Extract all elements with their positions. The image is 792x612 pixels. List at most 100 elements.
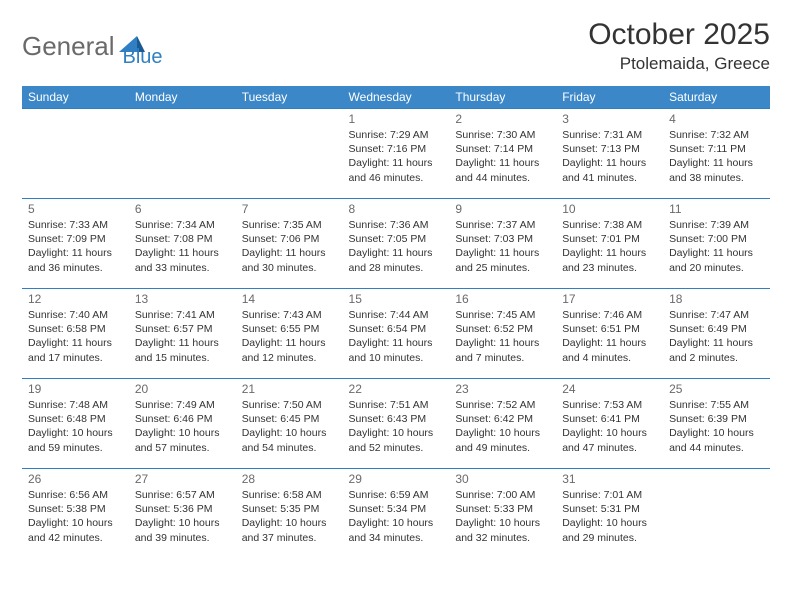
day-cell: 27Sunrise: 6:57 AMSunset: 5:36 PMDayligh… — [129, 469, 236, 559]
day-cell: 2Sunrise: 7:30 AMSunset: 7:14 PMDaylight… — [449, 109, 556, 199]
day-cell-empty — [236, 109, 343, 199]
sunrise-line: Sunrise: 7:34 AM — [135, 218, 230, 232]
day-cell: 14Sunrise: 7:43 AMSunset: 6:55 PMDayligh… — [236, 289, 343, 379]
logo: General Blue — [22, 24, 163, 69]
sunrise-line: Sunrise: 7:49 AM — [135, 398, 230, 412]
day-cell: 25Sunrise: 7:55 AMSunset: 6:39 PMDayligh… — [663, 379, 770, 469]
sunrise-line: Sunrise: 7:35 AM — [242, 218, 337, 232]
sunset-line: Sunset: 7:08 PM — [135, 232, 230, 246]
day-cell: 15Sunrise: 7:44 AMSunset: 6:54 PMDayligh… — [343, 289, 450, 379]
week-row: 26Sunrise: 6:56 AMSunset: 5:38 PMDayligh… — [22, 469, 770, 559]
daylight-line: Daylight: 10 hours and 57 minutes. — [135, 426, 230, 454]
sunset-line: Sunset: 7:16 PM — [349, 142, 444, 156]
daylight-line: Daylight: 10 hours and 37 minutes. — [242, 516, 337, 544]
sunrise-line: Sunrise: 7:52 AM — [455, 398, 550, 412]
day-header-wednesday: Wednesday — [343, 86, 450, 109]
day-cell: 7Sunrise: 7:35 AMSunset: 7:06 PMDaylight… — [236, 199, 343, 289]
sunset-line: Sunset: 5:33 PM — [455, 502, 550, 516]
daylight-line: Daylight: 11 hours and 23 minutes. — [562, 246, 657, 274]
sunset-line: Sunset: 6:49 PM — [669, 322, 764, 336]
day-info: Sunrise: 6:59 AMSunset: 5:34 PMDaylight:… — [349, 488, 444, 545]
daylight-line: Daylight: 10 hours and 34 minutes. — [349, 516, 444, 544]
day-cell: 30Sunrise: 7:00 AMSunset: 5:33 PMDayligh… — [449, 469, 556, 559]
day-info: Sunrise: 7:48 AMSunset: 6:48 PMDaylight:… — [28, 398, 123, 455]
day-info: Sunrise: 7:46 AMSunset: 6:51 PMDaylight:… — [562, 308, 657, 365]
day-info: Sunrise: 7:45 AMSunset: 6:52 PMDaylight:… — [455, 308, 550, 365]
sunset-line: Sunset: 6:51 PM — [562, 322, 657, 336]
day-cell: 11Sunrise: 7:39 AMSunset: 7:00 PMDayligh… — [663, 199, 770, 289]
sunset-line: Sunset: 5:31 PM — [562, 502, 657, 516]
sunrise-line: Sunrise: 7:38 AM — [562, 218, 657, 232]
sunset-line: Sunset: 6:48 PM — [28, 412, 123, 426]
sunset-line: Sunset: 7:09 PM — [28, 232, 123, 246]
day-cell-empty — [22, 109, 129, 199]
sunset-line: Sunset: 6:43 PM — [349, 412, 444, 426]
day-info: Sunrise: 7:55 AMSunset: 6:39 PMDaylight:… — [669, 398, 764, 455]
daylight-line: Daylight: 11 hours and 7 minutes. — [455, 336, 550, 364]
day-info: Sunrise: 7:43 AMSunset: 6:55 PMDaylight:… — [242, 308, 337, 365]
day-cell: 3Sunrise: 7:31 AMSunset: 7:13 PMDaylight… — [556, 109, 663, 199]
sunrise-line: Sunrise: 7:47 AM — [669, 308, 764, 322]
day-info: Sunrise: 7:36 AMSunset: 7:05 PMDaylight:… — [349, 218, 444, 275]
sunrise-line: Sunrise: 7:31 AM — [562, 128, 657, 142]
day-cell: 17Sunrise: 7:46 AMSunset: 6:51 PMDayligh… — [556, 289, 663, 379]
day-number: 21 — [242, 382, 337, 396]
day-info: Sunrise: 7:52 AMSunset: 6:42 PMDaylight:… — [455, 398, 550, 455]
day-header-friday: Friday — [556, 86, 663, 109]
daylight-line: Daylight: 11 hours and 44 minutes. — [455, 156, 550, 184]
day-header-thursday: Thursday — [449, 86, 556, 109]
sunset-line: Sunset: 7:06 PM — [242, 232, 337, 246]
daylight-line: Daylight: 11 hours and 12 minutes. — [242, 336, 337, 364]
logo-text-blue: Blue — [123, 46, 163, 69]
day-cell-empty — [129, 109, 236, 199]
sunset-line: Sunset: 6:54 PM — [349, 322, 444, 336]
sunrise-line: Sunrise: 7:01 AM — [562, 488, 657, 502]
logo-text-general: General — [22, 31, 115, 62]
day-cell: 5Sunrise: 7:33 AMSunset: 7:09 PMDaylight… — [22, 199, 129, 289]
daylight-line: Daylight: 10 hours and 59 minutes. — [28, 426, 123, 454]
daylight-line: Daylight: 11 hours and 4 minutes. — [562, 336, 657, 364]
sunrise-line: Sunrise: 7:44 AM — [349, 308, 444, 322]
sunset-line: Sunset: 6:55 PM — [242, 322, 337, 336]
day-info: Sunrise: 7:50 AMSunset: 6:45 PMDaylight:… — [242, 398, 337, 455]
day-number: 30 — [455, 472, 550, 486]
day-number: 24 — [562, 382, 657, 396]
day-info: Sunrise: 7:29 AMSunset: 7:16 PMDaylight:… — [349, 128, 444, 185]
daylight-line: Daylight: 11 hours and 15 minutes. — [135, 336, 230, 364]
daylight-line: Daylight: 10 hours and 54 minutes. — [242, 426, 337, 454]
sunrise-line: Sunrise: 7:39 AM — [669, 218, 764, 232]
day-cell: 12Sunrise: 7:40 AMSunset: 6:58 PMDayligh… — [22, 289, 129, 379]
sunrise-line: Sunrise: 7:40 AM — [28, 308, 123, 322]
daylight-line: Daylight: 11 hours and 46 minutes. — [349, 156, 444, 184]
day-info: Sunrise: 7:44 AMSunset: 6:54 PMDaylight:… — [349, 308, 444, 365]
day-number: 29 — [349, 472, 444, 486]
week-row: 12Sunrise: 7:40 AMSunset: 6:58 PMDayligh… — [22, 289, 770, 379]
sunrise-line: Sunrise: 6:57 AM — [135, 488, 230, 502]
day-cell: 18Sunrise: 7:47 AMSunset: 6:49 PMDayligh… — [663, 289, 770, 379]
daylight-line: Daylight: 11 hours and 33 minutes. — [135, 246, 230, 274]
sunset-line: Sunset: 6:45 PM — [242, 412, 337, 426]
day-info: Sunrise: 6:56 AMSunset: 5:38 PMDaylight:… — [28, 488, 123, 545]
sunrise-line: Sunrise: 7:36 AM — [349, 218, 444, 232]
day-number: 9 — [455, 202, 550, 216]
day-number: 16 — [455, 292, 550, 306]
day-number: 27 — [135, 472, 230, 486]
day-info: Sunrise: 7:51 AMSunset: 6:43 PMDaylight:… — [349, 398, 444, 455]
sunrise-line: Sunrise: 7:43 AM — [242, 308, 337, 322]
day-number: 3 — [562, 112, 657, 126]
day-info: Sunrise: 7:47 AMSunset: 6:49 PMDaylight:… — [669, 308, 764, 365]
header: General Blue October 2025 Ptolemaida, Gr… — [22, 18, 770, 74]
sunrise-line: Sunrise: 7:46 AM — [562, 308, 657, 322]
daylight-line: Daylight: 11 hours and 38 minutes. — [669, 156, 764, 184]
day-cell: 19Sunrise: 7:48 AMSunset: 6:48 PMDayligh… — [22, 379, 129, 469]
day-cell: 23Sunrise: 7:52 AMSunset: 6:42 PMDayligh… — [449, 379, 556, 469]
sunrise-line: Sunrise: 7:32 AM — [669, 128, 764, 142]
day-number: 4 — [669, 112, 764, 126]
daylight-line: Daylight: 11 hours and 25 minutes. — [455, 246, 550, 274]
day-info: Sunrise: 7:49 AMSunset: 6:46 PMDaylight:… — [135, 398, 230, 455]
title-block: October 2025 Ptolemaida, Greece — [588, 18, 770, 74]
sunset-line: Sunset: 7:05 PM — [349, 232, 444, 246]
sunrise-line: Sunrise: 6:59 AM — [349, 488, 444, 502]
sunrise-line: Sunrise: 7:53 AM — [562, 398, 657, 412]
day-info: Sunrise: 6:58 AMSunset: 5:35 PMDaylight:… — [242, 488, 337, 545]
